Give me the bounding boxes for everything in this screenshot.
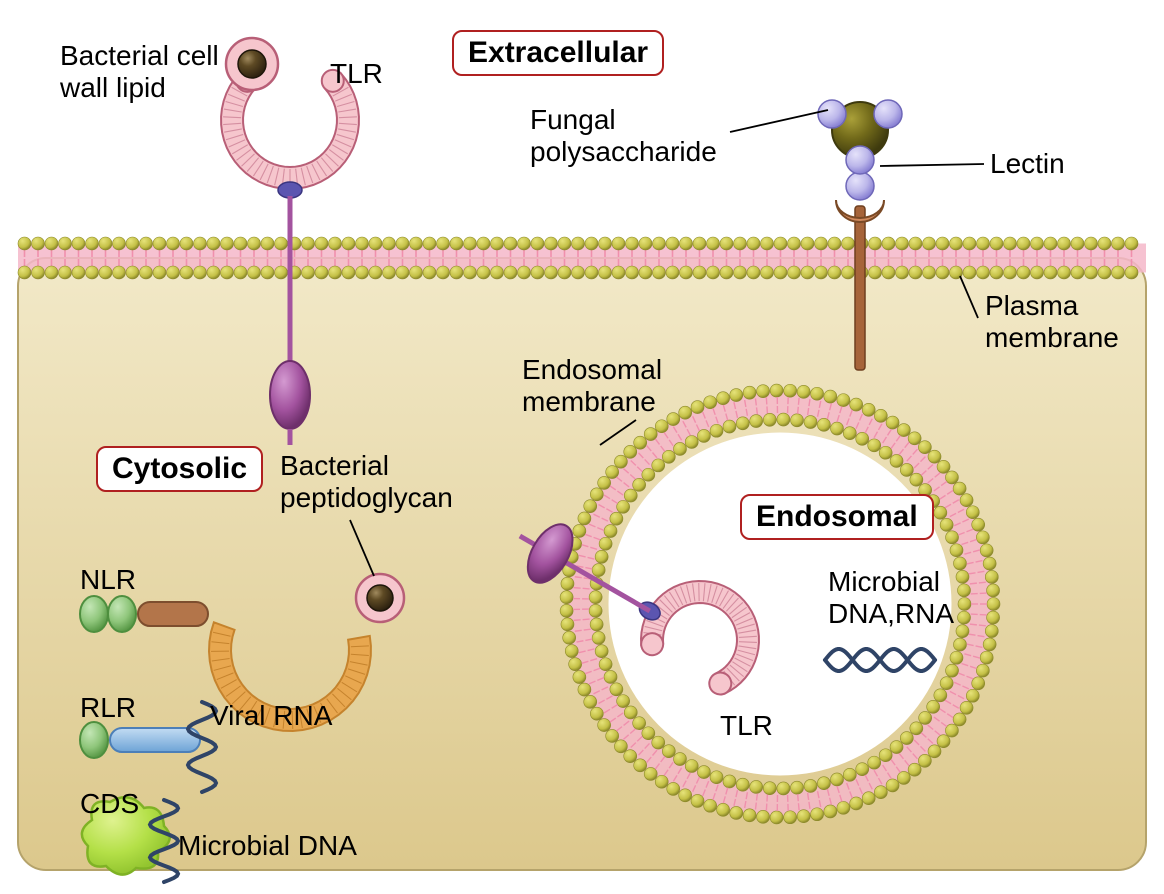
section-endosomal: Endosomal [740,494,934,540]
label-tlr-endo: TLR [720,710,773,742]
label-tlr-top: TLR [330,58,383,90]
label-endosomal-membrane: Endosomal membrane [522,354,662,418]
tlr-connector-icon [278,182,302,198]
label-nlr: NLR [80,564,136,596]
label-bacterial-peptidoglycan: Bacterial peptidoglycan [280,450,453,514]
label-cds: CDS [80,788,139,820]
label-microbial-dna-cyto: Microbial DNA [178,830,357,862]
lipid-bilayer [18,237,1146,279]
section-cytosolic: Cytosolic [96,446,263,492]
tlr-adapter-icon [270,361,310,429]
label-rlr: RLR [80,692,136,724]
label-lectin: Lectin [990,148,1065,180]
lead-lectin [880,164,984,166]
diagram-canvas: Extracellular Cytosolic Endosomal Bacter… [0,0,1164,894]
label-fungal: Fungal polysaccharide [530,104,717,168]
lead-fungal [730,110,828,132]
label-microbial-dna-rna: Microbial DNA,RNA [828,566,954,630]
label-bacterial-lipid: Bacterial cell wall lipid [60,40,219,104]
section-extracellular: Extracellular [452,30,664,76]
lectin-bead-icon [846,172,874,200]
label-viral-rna: Viral RNA [210,700,332,732]
label-plasma-membrane: Plasma membrane [985,290,1119,354]
